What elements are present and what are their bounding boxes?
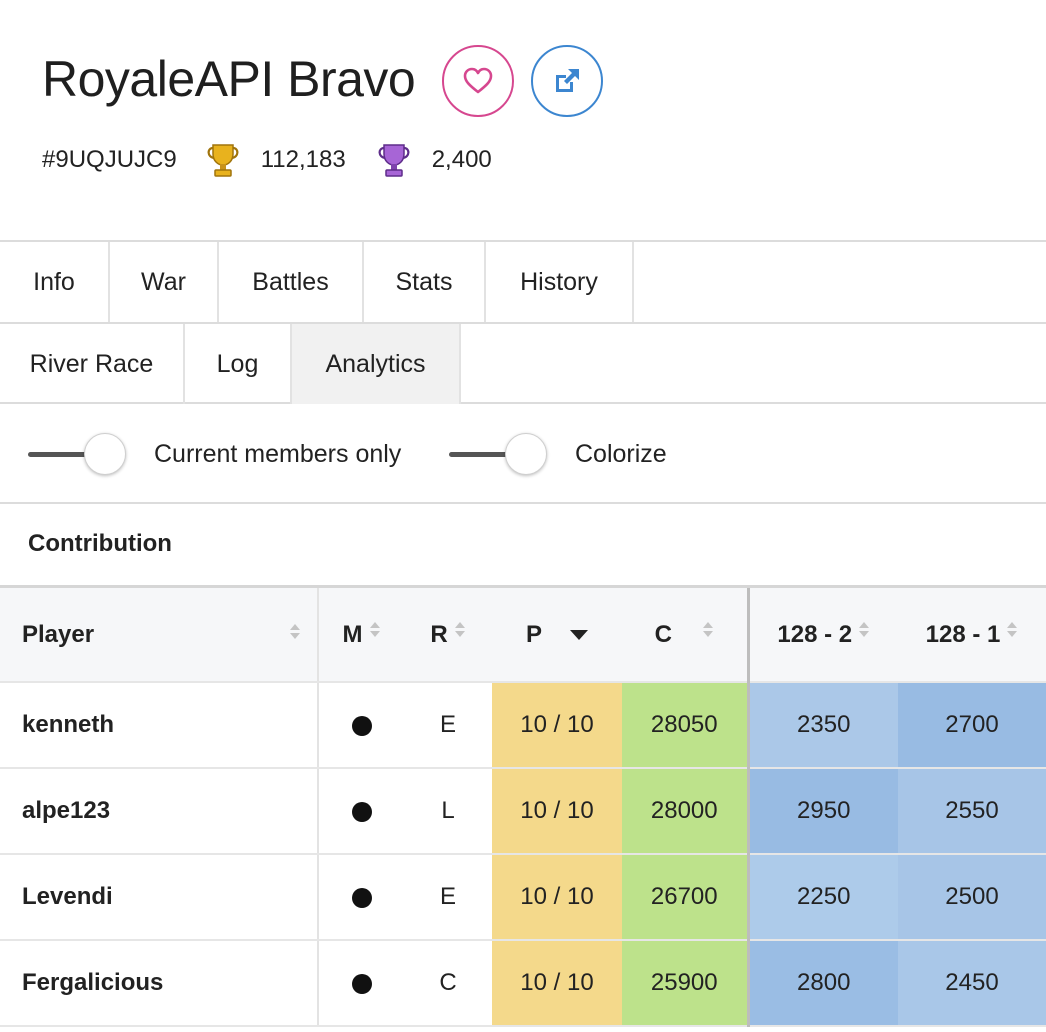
column-header-member[interactable]: M [318, 588, 404, 683]
column-header-label: 128 - 1 [925, 620, 1001, 648]
role-cell: E [404, 854, 492, 941]
colorize-toggle[interactable] [449, 432, 549, 478]
participation-cell: 10 / 10 [492, 940, 622, 1027]
table-row: alpe123 L 10 / 10 28000 2950 2550 [0, 768, 1046, 855]
member-cell [318, 768, 404, 855]
filter-toggles: Current members only Colorize [0, 406, 1046, 504]
player-name[interactable]: alpe123 [0, 768, 319, 855]
column-header-week-1[interactable]: 128 - 2 [748, 588, 898, 683]
member-dot-icon [351, 973, 372, 994]
toggle-track [449, 452, 515, 457]
clan-war-trophies: 2,400 [431, 146, 492, 173]
player-name[interactable]: Levendi [0, 854, 319, 941]
tab-log[interactable]: Log [185, 324, 292, 404]
member-cell [318, 682, 404, 769]
external-link-icon [556, 69, 579, 92]
column-header-contribution[interactable]: C [622, 588, 750, 683]
week-1-cell: 2800 [748, 940, 898, 1027]
week-2-cell: 2500 [898, 854, 1046, 941]
heart-icon [463, 67, 493, 94]
toggle-track [28, 452, 94, 457]
column-header-label: M [342, 620, 363, 648]
sort-icon [1006, 622, 1018, 640]
sort-icon [369, 622, 381, 640]
clan-tag: #9UQJUJC9 [42, 146, 177, 173]
tab-info[interactable]: Info [0, 242, 110, 322]
toggle-knob [505, 433, 547, 475]
tab-river-race[interactable]: River Race [0, 324, 185, 404]
sort-icon [858, 622, 870, 640]
column-header-week-2[interactable]: 128 - 1 [898, 588, 1046, 683]
column-header-label: 128 - 2 [777, 620, 853, 648]
participation-cell: 10 / 10 [492, 854, 622, 941]
table-row: kenneth E 10 / 10 28050 2350 2700 [0, 682, 1046, 769]
secondary-tabs: River Race Log Analytics [0, 322, 1046, 404]
week-2-cell: 2550 [898, 768, 1046, 855]
column-header-player[interactable]: Player [0, 588, 319, 683]
member-cell [318, 854, 404, 941]
section-title: Contribution [28, 530, 172, 557]
player-name[interactable]: kenneth [0, 682, 319, 769]
role-cell: C [404, 940, 492, 1027]
week-1-cell: 2250 [748, 854, 898, 941]
sort-icon [289, 624, 301, 642]
sort-descending-icon [570, 630, 588, 641]
table-header-row: Player M R P C 128 - 2 [0, 588, 1046, 683]
favorite-button[interactable] [442, 45, 514, 117]
column-header-label: P [525, 620, 542, 648]
current-members-toggle[interactable] [28, 432, 128, 478]
tab-history[interactable]: History [486, 242, 634, 322]
contribution-cell: 28050 [622, 682, 750, 769]
contribution-table-wrap: Player M R P C 128 - 2 [0, 585, 1046, 1032]
member-dot-icon [351, 801, 372, 822]
column-header-role[interactable]: R [404, 588, 492, 683]
current-members-label: Current members only [154, 440, 402, 468]
member-cell [318, 940, 404, 1027]
clan-header: RoyaleAPI Bravo #9UQJUJC9 112,183 2,400 [0, 0, 1046, 240]
week-1-cell: 2350 [748, 682, 898, 769]
member-dot-icon [351, 715, 372, 736]
participation-cell: 10 / 10 [492, 768, 622, 855]
role-cell: L [404, 768, 492, 855]
tab-battles[interactable]: Battles [219, 242, 364, 322]
gold-trophy-icon [207, 144, 239, 177]
purple-trophy-icon [378, 144, 410, 177]
role-cell: E [404, 682, 492, 769]
contribution-table: Player M R P C 128 - 2 [0, 588, 1046, 1027]
clan-name: RoyaleAPI Bravo [42, 51, 416, 107]
tab-stats[interactable]: Stats [364, 242, 486, 322]
contribution-cell: 28000 [622, 768, 750, 855]
participation-cell: 10 / 10 [492, 682, 622, 769]
table-row: Levendi E 10 / 10 26700 2250 2500 [0, 854, 1046, 941]
column-header-label: Player [22, 620, 95, 648]
clan-meta: #9UQJUJC9 112,183 2,400 [42, 140, 520, 180]
tab-war[interactable]: War [110, 242, 219, 322]
week-1-cell: 2950 [748, 768, 898, 855]
sort-icon [702, 622, 714, 640]
table-row: Fergalicious C 10 / 10 25900 2800 2450 [0, 940, 1046, 1027]
contribution-cell: 25900 [622, 940, 750, 1027]
toggle-knob [84, 433, 126, 475]
column-header-participation[interactable]: P [492, 588, 622, 683]
player-name[interactable]: Fergalicious [0, 940, 319, 1027]
tab-analytics[interactable]: Analytics [292, 324, 461, 404]
column-header-label: C [654, 620, 672, 648]
colorize-label: Colorize [575, 440, 667, 468]
open-external-button[interactable] [531, 45, 603, 117]
column-header-label: R [430, 620, 448, 648]
sort-icon [454, 622, 466, 640]
primary-tabs: Info War Battles Stats History [0, 240, 1046, 322]
member-dot-icon [351, 887, 372, 908]
week-2-cell: 2450 [898, 940, 1046, 1027]
contribution-cell: 26700 [622, 854, 750, 941]
week-2-cell: 2700 [898, 682, 1046, 769]
clan-trophies: 112,183 [260, 146, 346, 173]
